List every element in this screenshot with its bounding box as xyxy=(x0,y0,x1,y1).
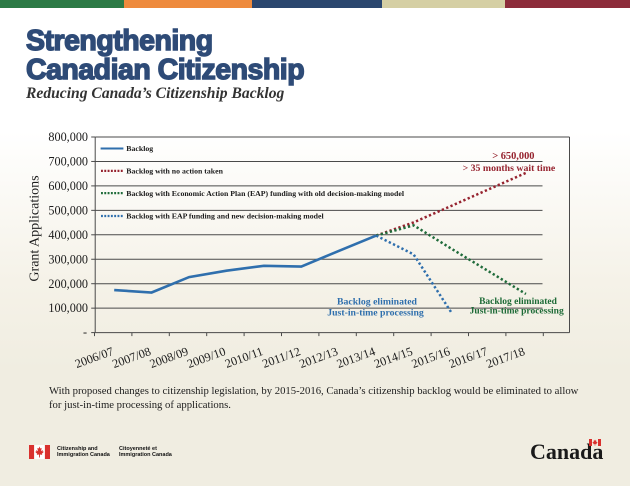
svg-text:2012/13: 2012/13 xyxy=(297,344,339,371)
svg-text:Backlog with Economic Action P: Backlog with Economic Action Plan (EAP) … xyxy=(126,189,405,198)
svg-text:2016/17: 2016/17 xyxy=(447,344,489,371)
svg-text:2014/15: 2014/15 xyxy=(372,344,414,371)
svg-text:2015/16: 2015/16 xyxy=(410,344,452,371)
svg-text:400,000: 400,000 xyxy=(48,228,88,242)
svg-text:Just-in-time processing: Just-in-time processing xyxy=(470,306,564,316)
svg-text:300,000: 300,000 xyxy=(48,252,88,266)
svg-text:2007/08: 2007/08 xyxy=(110,344,152,371)
svg-text:Backlog with no action taken: Backlog with no action taken xyxy=(126,167,223,176)
svg-text:2017/18: 2017/18 xyxy=(484,344,526,371)
svg-text:2011/12: 2011/12 xyxy=(260,344,302,371)
svg-text:2009/10: 2009/10 xyxy=(185,344,227,371)
svg-text:700,000: 700,000 xyxy=(48,155,88,169)
svg-text:100,000: 100,000 xyxy=(48,301,88,315)
svg-text:2013/14: 2013/14 xyxy=(335,344,377,371)
svg-text:Backlog eliminated: Backlog eliminated xyxy=(479,297,558,307)
svg-text:Grant Applications: Grant Applications xyxy=(28,175,43,281)
svg-text:> 650,000: > 650,000 xyxy=(492,151,534,162)
svg-text:500,000: 500,000 xyxy=(48,203,88,217)
svg-text:800,000: 800,000 xyxy=(48,130,88,144)
svg-text:2008/09: 2008/09 xyxy=(148,344,190,371)
svg-text:Backlog eliminated: Backlog eliminated xyxy=(337,297,417,308)
svg-text:Backlog with EAP funding and n: Backlog with EAP funding and new decisio… xyxy=(126,212,324,221)
svg-text:2010/11: 2010/11 xyxy=(223,344,265,371)
svg-text:2006/07: 2006/07 xyxy=(73,344,115,371)
svg-text:-: - xyxy=(83,325,87,339)
svg-text:> 35 months wait time: > 35 months wait time xyxy=(463,163,556,174)
svg-text:600,000: 600,000 xyxy=(48,179,88,193)
svg-text:Just-in-time processing: Just-in-time processing xyxy=(327,308,424,319)
svg-text:Backlog: Backlog xyxy=(126,144,153,153)
svg-text:200,000: 200,000 xyxy=(48,277,88,291)
